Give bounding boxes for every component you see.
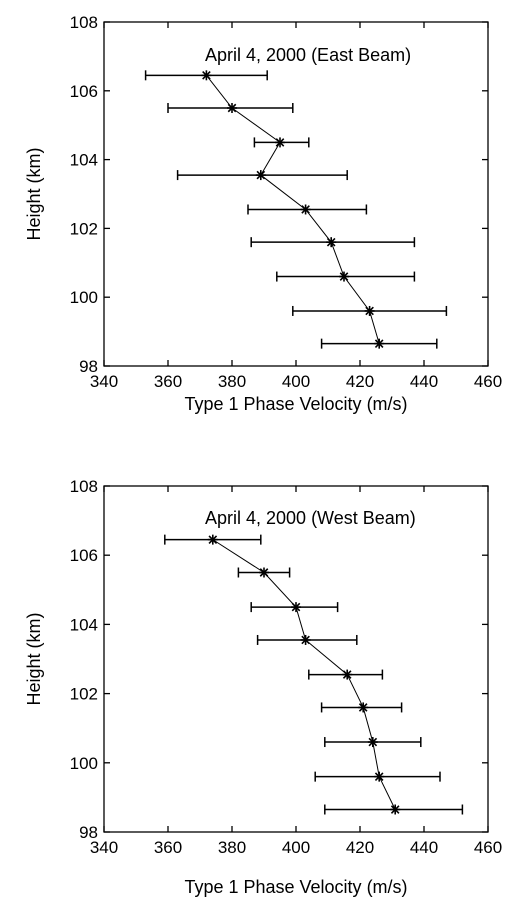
x-tick-label: 340 — [90, 838, 118, 857]
data-point-marker — [227, 103, 237, 113]
data-point-marker — [300, 204, 311, 215]
ticks-layer: 340 360 380 400 420 440 460 98 100 102 104 106 108 — [70, 13, 503, 391]
y-tick-label: 100 — [70, 754, 98, 773]
x-tick-label: 420 — [346, 372, 374, 391]
y-tick-label: 106 — [70, 546, 98, 565]
data-point-marker — [326, 237, 337, 248]
data-point-marker — [390, 804, 401, 815]
x-tick-label: 440 — [410, 372, 438, 391]
chart-annotation: April 4, 2000 (West Beam) — [205, 508, 416, 528]
y-tick-label: 102 — [70, 219, 98, 238]
y-axis-label: Height (km) — [24, 612, 44, 705]
ticks-layer: 340 360 380 400 420 440 460 98 100 102 104 106 108 — [70, 477, 503, 857]
x-tick-label: 440 — [410, 838, 438, 857]
series-layer — [164, 534, 464, 815]
y-tick-label: 108 — [70, 477, 98, 496]
data-point-marker — [291, 602, 301, 613]
data-point-marker — [275, 137, 285, 148]
data-point-marker — [364, 305, 375, 316]
x-axis-label: Type 1 Phase Velocity (m/s) — [184, 394, 407, 414]
y-tick-label: 108 — [70, 13, 98, 32]
y-tick-label: 102 — [70, 685, 98, 704]
data-point-marker — [358, 702, 369, 713]
x-tick-label: 400 — [282, 372, 310, 391]
plot-frame — [103, 485, 489, 833]
x-tick-label: 380 — [218, 838, 246, 857]
y-tick-label: 104 — [70, 615, 98, 634]
y-tick-label: 98 — [79, 823, 98, 842]
chart-panel-west-beam: April 4, 2000 (West Beam) Type 1 Phase V… — [24, 477, 502, 897]
y-tick-label: 100 — [70, 288, 98, 307]
x-tick-label: 460 — [474, 372, 502, 391]
x-tick-label: 360 — [154, 838, 182, 857]
data-point-marker — [300, 634, 311, 645]
data-point-marker — [259, 567, 269, 578]
data-point-marker — [374, 771, 385, 782]
chart-panel-east-beam: April 4, 2000 (East Beam) Type 1 Phase V… — [24, 13, 502, 414]
data-point-marker — [201, 70, 212, 81]
y-tick-label: 98 — [79, 357, 98, 376]
data-point-marker — [255, 170, 266, 181]
x-tick-label: 400 — [282, 838, 310, 857]
x-tick-label: 460 — [474, 838, 502, 857]
x-tick-label: 340 — [90, 372, 118, 391]
data-point-marker — [207, 534, 218, 545]
y-tick-label: 106 — [70, 82, 98, 101]
x-tick-label: 360 — [154, 372, 182, 391]
data-point-marker — [374, 338, 385, 349]
chart-annotation: April 4, 2000 (East Beam) — [205, 45, 411, 65]
x-axis-label: Type 1 Phase Velocity (m/s) — [184, 877, 407, 897]
x-tick-label: 380 — [218, 372, 246, 391]
y-axis-label: Height (km) — [24, 147, 44, 240]
data-point-marker — [342, 669, 353, 680]
y-tick-label: 104 — [70, 151, 98, 170]
series-layer — [144, 70, 448, 349]
x-tick-label: 420 — [346, 838, 374, 857]
plot-frame — [103, 21, 489, 367]
data-point-marker — [367, 737, 378, 748]
data-point-marker — [339, 271, 349, 282]
